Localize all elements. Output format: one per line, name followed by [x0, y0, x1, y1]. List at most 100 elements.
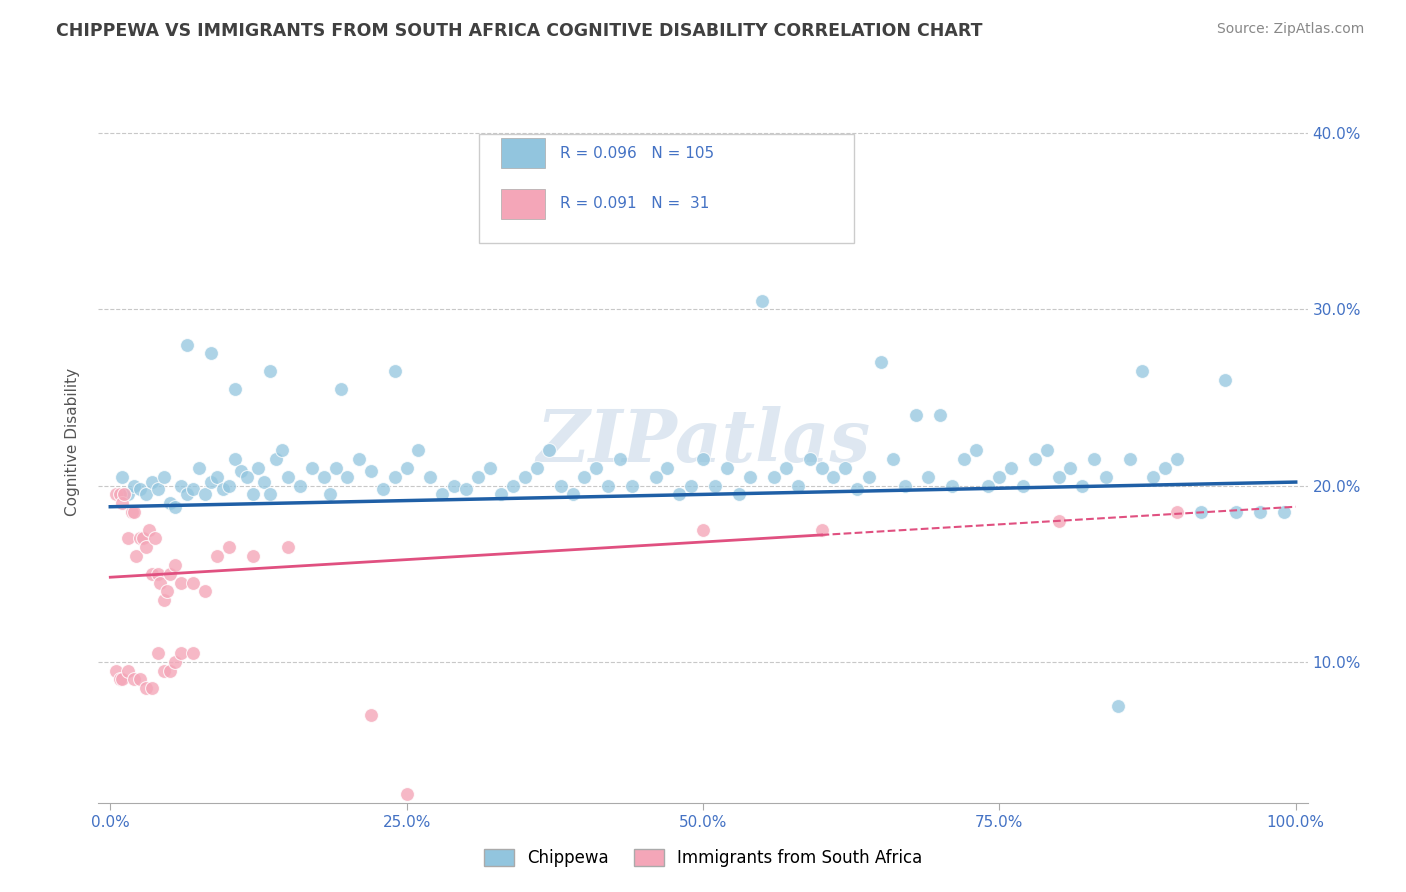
Point [941, 478, 963, 492]
Point [1130, 364, 1153, 378]
Point [218, 541, 240, 555]
Point [810, 523, 832, 537]
Point [478, 461, 501, 475]
Point [823, 470, 845, 484]
Point [537, 443, 560, 458]
Point [810, 461, 832, 475]
Point [585, 461, 607, 475]
Point [467, 470, 489, 484]
Point [347, 452, 370, 467]
Point [141, 566, 163, 581]
Point [143, 532, 166, 546]
Point [141, 475, 163, 489]
Point [419, 470, 441, 484]
Point [181, 575, 204, 590]
Point [692, 452, 714, 467]
Point [264, 452, 287, 467]
Point [117, 664, 139, 678]
Point [384, 470, 406, 484]
Point [371, 482, 394, 496]
Point [515, 470, 537, 484]
Point [609, 452, 631, 467]
Point [633, 170, 655, 185]
Point [763, 470, 786, 484]
Point [224, 452, 246, 467]
Point [149, 575, 172, 590]
Point [1083, 452, 1105, 467]
Text: R = 0.091   N =  31: R = 0.091 N = 31 [561, 196, 710, 211]
Point [692, 523, 714, 537]
Point [132, 532, 155, 546]
Point [152, 664, 174, 678]
Point [152, 593, 174, 607]
Point [159, 496, 181, 510]
Point [114, 487, 136, 501]
Point [218, 478, 240, 492]
Point [408, 443, 430, 458]
Point [681, 478, 703, 492]
Point [312, 470, 335, 484]
Point [952, 452, 974, 467]
Point [146, 646, 169, 660]
Point [574, 470, 596, 484]
FancyBboxPatch shape [501, 188, 544, 219]
Point [1012, 478, 1035, 492]
Point [108, 487, 131, 501]
Point [181, 482, 204, 496]
Point [111, 470, 134, 484]
Point [491, 487, 513, 501]
Point [117, 532, 139, 546]
Point [181, 646, 204, 660]
Point [1249, 505, 1271, 519]
FancyBboxPatch shape [501, 138, 544, 169]
Point [893, 478, 915, 492]
Point [1225, 505, 1247, 519]
Point [657, 461, 679, 475]
Point [129, 532, 152, 546]
Point [740, 470, 762, 484]
Point [432, 487, 454, 501]
Point [194, 584, 217, 599]
Point [188, 461, 211, 475]
Point [1154, 461, 1177, 475]
Point [146, 566, 169, 581]
Point [1047, 514, 1070, 528]
Point [360, 465, 382, 479]
Point [301, 461, 323, 475]
Point [105, 487, 128, 501]
Point [141, 681, 163, 696]
Point [1000, 461, 1022, 475]
Point [152, 470, 174, 484]
Point [200, 475, 222, 489]
Point [799, 452, 821, 467]
Point [242, 549, 264, 563]
Point [318, 487, 340, 501]
Point [502, 478, 524, 492]
Point [905, 408, 928, 422]
Point [846, 482, 869, 496]
Point [869, 355, 891, 369]
Point [384, 364, 406, 378]
Point [117, 487, 139, 501]
Point [165, 500, 187, 514]
Point [253, 475, 276, 489]
Point [135, 681, 157, 696]
Point [965, 443, 987, 458]
Point [858, 470, 880, 484]
Point [135, 487, 157, 501]
Point [235, 470, 257, 484]
Point [111, 673, 134, 687]
Point [212, 482, 235, 496]
Point [205, 549, 228, 563]
Point [159, 664, 181, 678]
Point [1071, 478, 1094, 492]
Point [156, 584, 179, 599]
Point [1213, 373, 1236, 387]
Legend: Chippewa, Immigrants from South Africa: Chippewa, Immigrants from South Africa [477, 842, 929, 874]
Point [703, 478, 725, 492]
Point [277, 541, 299, 555]
Point [135, 541, 157, 555]
Point [644, 470, 666, 484]
Point [917, 470, 939, 484]
Point [360, 707, 382, 722]
